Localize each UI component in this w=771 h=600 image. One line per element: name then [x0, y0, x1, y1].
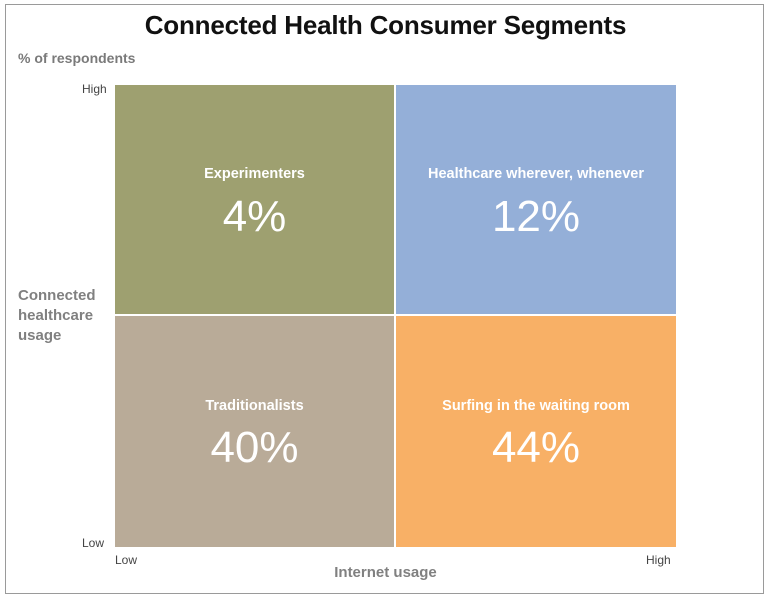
segment-name: Experimenters — [204, 166, 305, 182]
segment-name: Traditionalists — [205, 398, 304, 414]
x-tick-high: High — [646, 553, 671, 567]
segment-healthcare-wherever-whenever: Healthcare wherever, whenever 12% — [396, 85, 676, 314]
x-tick-low: Low — [115, 553, 138, 567]
segment-percent: 12% — [491, 192, 581, 241]
segment-traditionalists: Traditionalists 40% — [115, 316, 394, 547]
y-tick-high: High — [82, 82, 107, 96]
segment-percent: 44% — [491, 423, 581, 472]
y-tick-low: Low — [82, 536, 105, 550]
segment-matrix: Experimenters 4% Healthcare wherever, wh… — [115, 85, 676, 547]
x-axis-label: Internet usage — [334, 564, 437, 581]
y-axis-label: Connected healthcare usage — [18, 287, 96, 344]
segment-experimenters: Experimenters 4% — [115, 85, 394, 314]
chart-title: Connected Health Consumer Segments — [144, 10, 627, 40]
segment-surfing-in-the-waiting-room: Surfing in the waiting room 44% — [396, 316, 676, 547]
segment-percent: 4% — [222, 192, 287, 241]
unit-label: % of respondents — [18, 50, 136, 66]
segment-percent: 40% — [210, 423, 299, 472]
segment-name: Surfing in the waiting room — [442, 398, 630, 414]
segment-name: Healthcare wherever, whenever — [427, 166, 644, 182]
